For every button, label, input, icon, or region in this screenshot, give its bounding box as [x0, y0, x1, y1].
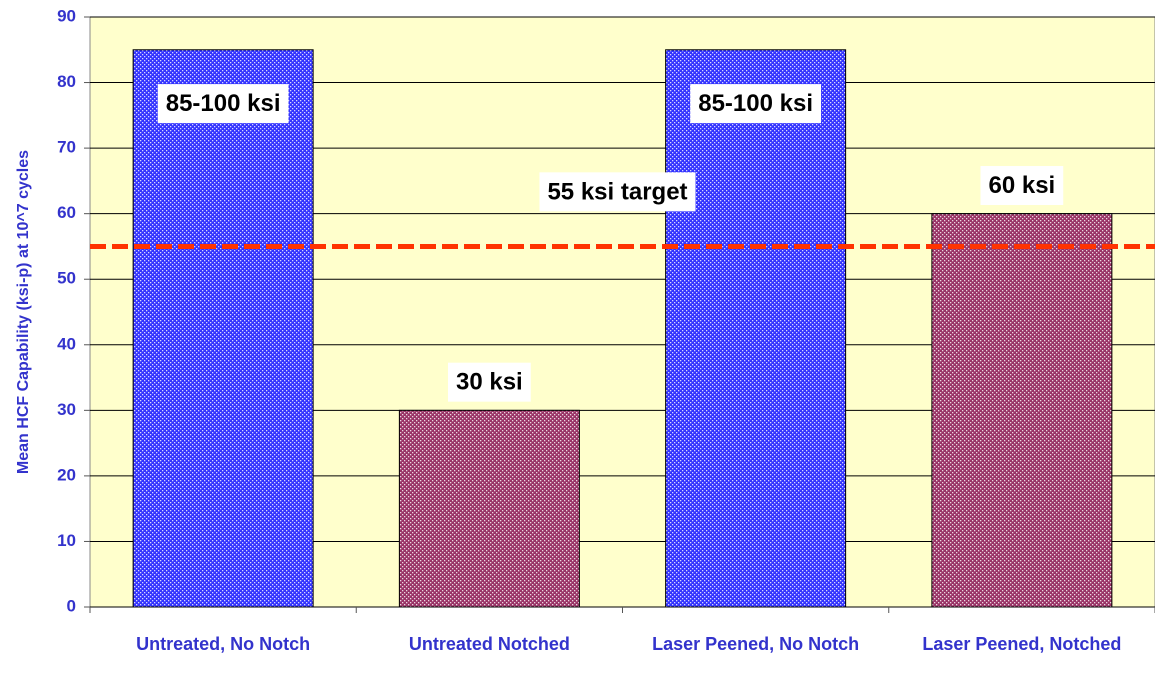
y-tick-label: 80 [57, 72, 76, 91]
data-label-box [448, 362, 531, 402]
x-tick-label: Laser Peened, Notched [922, 634, 1122, 654]
y-tick-label: 50 [57, 269, 76, 288]
bar [931, 213, 1113, 608]
x-tick-label: Untreated Notched [408, 634, 570, 654]
data-label-box [980, 166, 1064, 206]
y-tick-label: 60 [57, 203, 76, 222]
data-label: 30 ksi [456, 369, 523, 396]
x-tick-label: Untreated, No Notch [136, 634, 311, 654]
data-label: 60 ksi [989, 172, 1056, 199]
data-label: 85-100 ksi [698, 90, 813, 117]
y-tick-label: 90 [57, 6, 76, 25]
y-tick-label: 70 [57, 138, 76, 157]
y-tick-label: 40 [57, 334, 76, 353]
data-label-box [690, 84, 822, 124]
y-tick-label: 30 [57, 400, 76, 419]
y-tick-label: 0 [67, 596, 76, 615]
target-label: 55 ksi target [547, 178, 687, 205]
bar [132, 49, 314, 608]
target-label-box [539, 172, 696, 212]
y-axis-label: Mean HCF Capability (ksi-p) at 10^7 cycl… [15, 150, 32, 474]
y-tick-label: 20 [57, 465, 76, 484]
x-tick-label: Laser Peened, No Notch [652, 634, 860, 654]
bar [398, 409, 580, 608]
data-label-box [157, 84, 289, 124]
bar [665, 49, 847, 608]
data-label: 85-100 ksi [166, 90, 281, 117]
y-tick-label: 10 [57, 531, 76, 550]
